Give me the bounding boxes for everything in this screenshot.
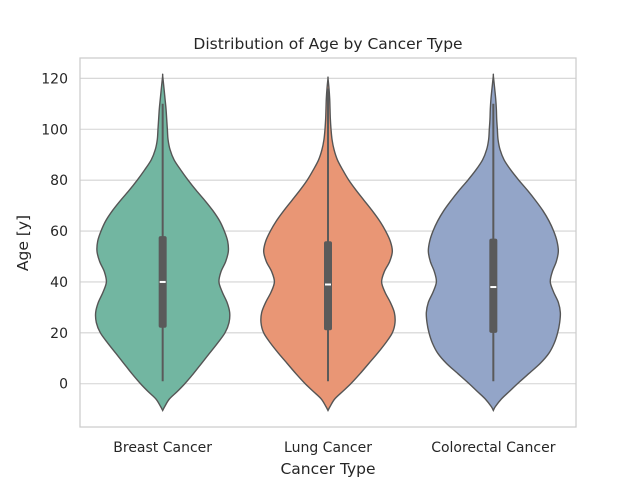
chart-title: Distribution of Age by Cancer Type bbox=[193, 35, 462, 53]
violins bbox=[94, 73, 562, 412]
violin-iqr-box-2 bbox=[489, 238, 498, 333]
y-tick-100: 100 bbox=[41, 122, 68, 138]
y-tick-60: 60 bbox=[50, 224, 68, 240]
x-tick-2: Colorectal Cancer bbox=[431, 440, 556, 456]
y-tick-20: 20 bbox=[50, 326, 68, 342]
violin-2 bbox=[425, 73, 562, 412]
x-tick-labels: Breast Cancer Lung Cancer Colorectal Cance… bbox=[113, 440, 555, 456]
y-tick-80: 80 bbox=[50, 173, 68, 189]
violin-0 bbox=[94, 73, 231, 412]
violin-1 bbox=[260, 76, 396, 412]
y-tick-120: 120 bbox=[41, 71, 68, 87]
x-tick-0: Breast Cancer bbox=[113, 440, 212, 456]
y-tick-labels: 0 20 40 60 80 100 120 bbox=[41, 71, 68, 392]
y-axis-title: Age [y] bbox=[14, 215, 32, 271]
y-tick-40: 40 bbox=[50, 275, 68, 291]
y-tick-0: 0 bbox=[59, 377, 68, 393]
x-axis-title: Cancer Type bbox=[280, 460, 375, 478]
violin-iqr-box-1 bbox=[324, 241, 332, 331]
plot-frame bbox=[79, 57, 577, 428]
x-tick-1: Lung Cancer bbox=[284, 440, 372, 456]
